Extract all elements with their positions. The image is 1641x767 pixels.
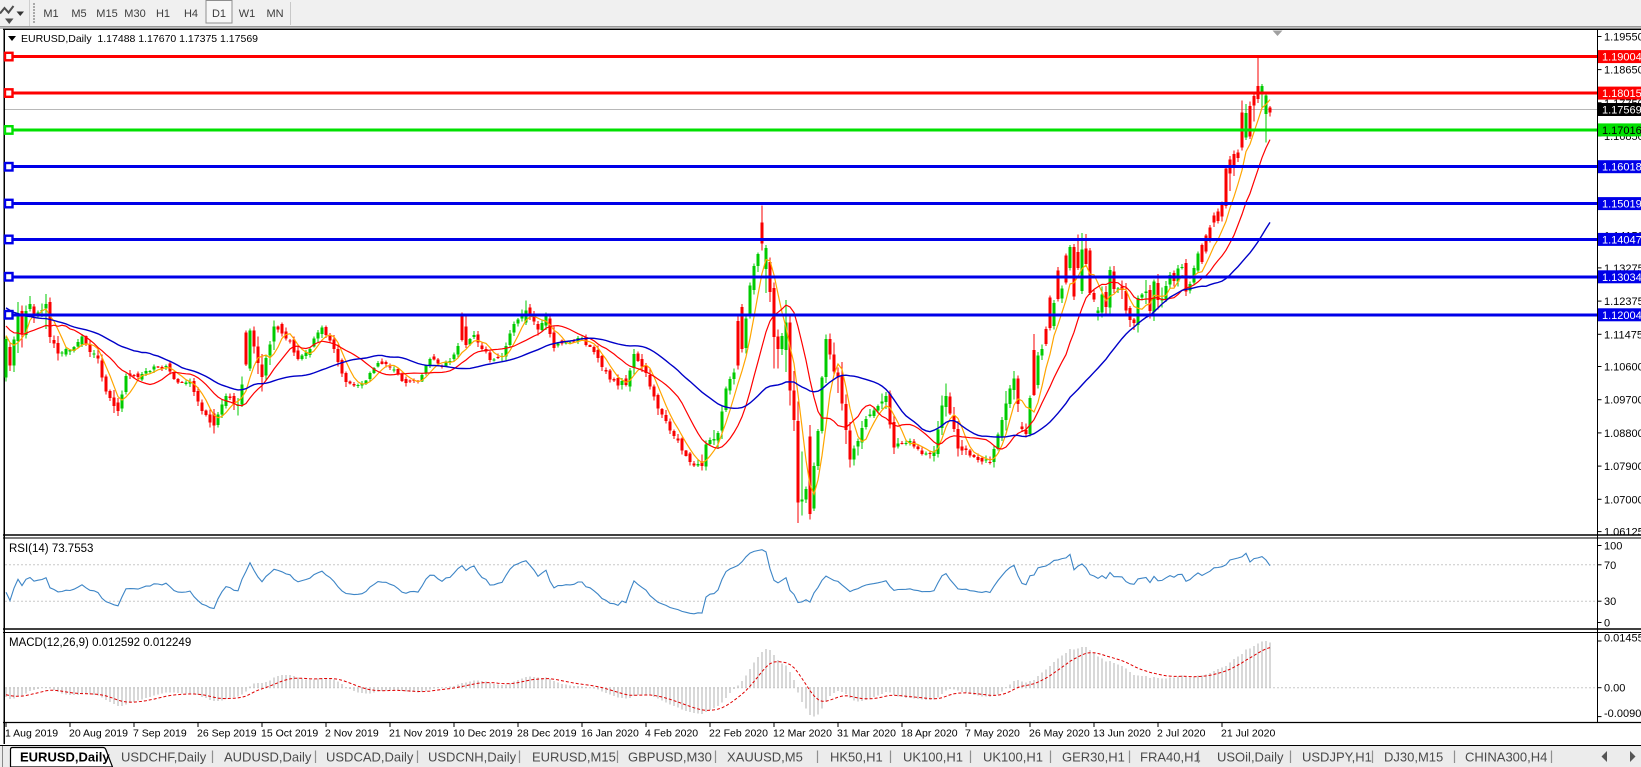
svg-text:1.07000: 1.07000 [1604,494,1641,506]
svg-text:GER30,H1: GER30,H1 [1062,750,1125,765]
svg-text:MN: MN [266,8,283,20]
svg-text:H4: H4 [184,8,198,20]
svg-text:100: 100 [1604,541,1622,553]
svg-text:1.19004: 1.19004 [1602,52,1641,64]
svg-text:CHINA300,H4: CHINA300,H4 [1465,750,1547,765]
svg-text:USDCNH,Daily: USDCNH,Daily [428,750,517,765]
svg-text:1.15019: 1.15019 [1602,199,1641,211]
svg-text:EURUSD,Daily: EURUSD,Daily [20,750,110,765]
svg-text:0: 0 [1604,618,1610,630]
svg-text:RSI(14) 73.7553: RSI(14) 73.7553 [9,543,93,555]
svg-text:USDJPY,H1: USDJPY,H1 [1302,750,1372,765]
svg-text:M15: M15 [96,8,117,20]
svg-text:1.12375: 1.12375 [1604,296,1641,308]
svg-text:XAUUSD,M5: XAUUSD,M5 [727,750,803,765]
svg-text:7 May 2020: 7 May 2020 [965,728,1020,740]
svg-text:D1: D1 [212,8,226,20]
svg-text:2 Nov 2019: 2 Nov 2019 [325,728,379,740]
svg-text:UK100,H1: UK100,H1 [983,750,1043,765]
svg-text:EURUSD,Daily 1.17488 1.17670: EURUSD,Daily 1.17488 1.17670 1.17375 1.1… [21,33,258,45]
svg-text:1.14047: 1.14047 [1602,234,1641,246]
svg-text:1.18650: 1.18650 [1604,65,1641,77]
svg-text:28 Dec 2019: 28 Dec 2019 [517,728,577,740]
svg-text:0.014556: 0.014556 [1604,633,1641,645]
svg-text:70: 70 [1604,560,1616,572]
svg-text:HK50,H1: HK50,H1 [830,750,883,765]
svg-text:M5: M5 [71,8,86,20]
svg-text:AUDUSD,Daily: AUDUSD,Daily [224,750,312,765]
svg-text:H1: H1 [156,8,170,20]
svg-text:1.11475: 1.11475 [1604,329,1641,341]
svg-text:1.08800: 1.08800 [1604,428,1641,440]
svg-text:1.10600: 1.10600 [1604,362,1641,374]
svg-text:1.13034: 1.13034 [1602,272,1641,284]
svg-text:USOil,Daily: USOil,Daily [1217,750,1284,765]
svg-text:0.00: 0.00 [1604,683,1625,695]
svg-text:15 Oct 2019: 15 Oct 2019 [261,728,318,740]
svg-text:22 Feb 2020: 22 Feb 2020 [709,728,768,740]
svg-text:USDCAD,Daily: USDCAD,Daily [326,750,414,765]
svg-text:30: 30 [1604,596,1616,608]
svg-text:1.18015: 1.18015 [1602,88,1641,100]
svg-text:M1: M1 [43,8,58,20]
svg-text:21 Jul 2020: 21 Jul 2020 [1221,728,1275,740]
svg-text:1.19550: 1.19550 [1604,32,1641,44]
svg-text:2 Jul 2020: 2 Jul 2020 [1157,728,1206,740]
svg-text:1.12004: 1.12004 [1602,310,1641,322]
svg-text:26 Sep 2019: 26 Sep 2019 [197,728,257,740]
svg-text:UK100,H1: UK100,H1 [903,750,963,765]
svg-text:12 Mar 2020: 12 Mar 2020 [773,728,832,740]
svg-text:1.17569: 1.17569 [1602,105,1641,117]
svg-text:1.07900: 1.07900 [1604,461,1641,473]
svg-text:21 Nov 2019: 21 Nov 2019 [389,728,449,740]
svg-text:USDCHF,Daily: USDCHF,Daily [121,750,207,765]
svg-text:EURUSD,M15: EURUSD,M15 [532,750,616,765]
svg-text:10 Dec 2019: 10 Dec 2019 [453,728,513,740]
svg-text:4 Feb 2020: 4 Feb 2020 [645,728,698,740]
svg-text:W1: W1 [239,8,256,20]
svg-text:FRA40,H1: FRA40,H1 [1140,750,1201,765]
svg-text:-0.009001: -0.009001 [1604,708,1641,720]
svg-text:DJ30,M15: DJ30,M15 [1384,750,1443,765]
svg-text:20 Aug 2019: 20 Aug 2019 [69,728,128,740]
svg-text:16 Jan 2020: 16 Jan 2020 [581,728,639,740]
svg-text:1.16018: 1.16018 [1602,162,1641,174]
svg-text:MACD(12,26,9) 0.012592 0.01224: MACD(12,26,9) 0.012592 0.012249 [9,637,191,649]
svg-text:M30: M30 [124,8,145,20]
svg-text:GBPUSD,M30: GBPUSD,M30 [628,750,712,765]
svg-text:13 Jun 2020: 13 Jun 2020 [1093,728,1151,740]
svg-text:1.09700: 1.09700 [1604,395,1641,407]
svg-text:1 Aug 2019: 1 Aug 2019 [5,728,58,740]
svg-text:31 Mar 2020: 31 Mar 2020 [837,728,896,740]
svg-text:7 Sep 2019: 7 Sep 2019 [133,728,187,740]
svg-text:1.06125: 1.06125 [1604,527,1641,539]
svg-text:18 Apr 2020: 18 Apr 2020 [901,728,958,740]
svg-text:26 May 2020: 26 May 2020 [1029,728,1090,740]
svg-text:1.17016: 1.17016 [1602,125,1641,137]
